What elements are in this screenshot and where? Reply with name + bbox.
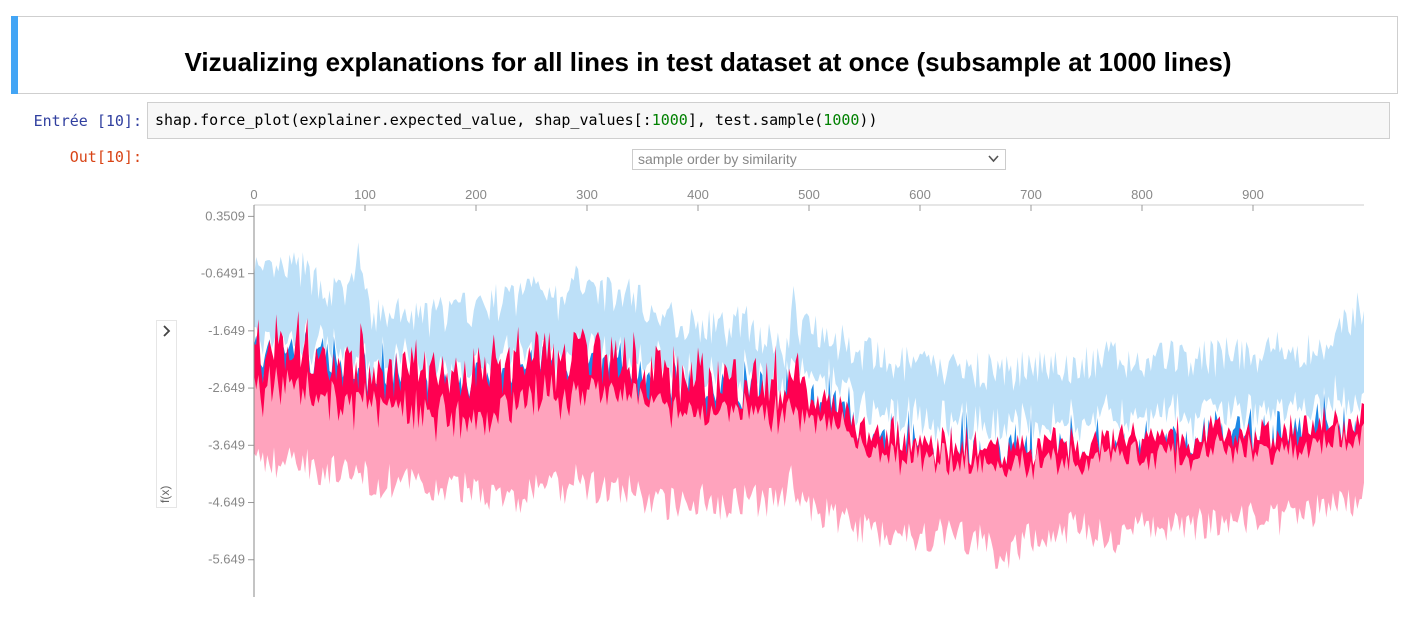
code-number: 1000	[651, 111, 688, 129]
markdown-cell[interactable]: Vizualizing explanations for all lines i…	[11, 16, 1398, 94]
y-tick-label: -2.649	[208, 380, 245, 395]
x-tick-label: 400	[687, 187, 709, 202]
code-text: ))	[859, 111, 878, 129]
x-tick-label: 800	[1131, 187, 1153, 202]
y-tick-label: -4.649	[208, 495, 245, 510]
positive-light-area	[254, 350, 1364, 569]
negative-light-area	[254, 242, 1364, 443]
y-tick-label: 0.3509	[205, 208, 245, 223]
ordering-select[interactable]: sample order by similarity	[632, 149, 1006, 170]
code-editor[interactable]: shap.force_plot(explainer.expected_value…	[147, 102, 1390, 139]
ordering-select-value: sample order by similarity	[638, 151, 797, 167]
code-text: ], test.sample(	[687, 111, 824, 129]
yaxis-label: f(x)	[158, 485, 172, 503]
x-tick-label: 200	[465, 187, 487, 202]
code-text: shap.force_plot(explainer.expected_value…	[155, 111, 652, 129]
y-tick-label: -5.649	[208, 552, 245, 567]
selected-cell-indicator	[11, 16, 18, 94]
chevron-right-icon[interactable]	[162, 324, 172, 338]
x-tick-label: 0	[250, 187, 257, 202]
x-tick-label: 900	[1242, 187, 1264, 202]
x-tick-label: 100	[354, 187, 376, 202]
x-tick-label: 700	[1020, 187, 1042, 202]
positive-dark-area	[254, 311, 1364, 481]
chevron-down-icon	[988, 155, 999, 163]
x-tick-label: 600	[909, 187, 931, 202]
markdown-heading: Vizualizing explanations for all lines i…	[184, 47, 1232, 77]
code-number: 1000	[823, 111, 860, 129]
x-tick-label: 300	[576, 187, 598, 202]
y-tick-label: -0.6491	[201, 266, 245, 281]
output-prompt: Out[10]:	[69, 148, 142, 166]
x-tick-label: 500	[798, 187, 820, 202]
y-tick-label: -3.649	[208, 437, 245, 452]
yaxis-panel[interactable]: f(x)	[156, 320, 177, 508]
input-prompt: Entrée [10]:	[33, 112, 142, 130]
y-tick-label: -1.649	[208, 323, 245, 338]
